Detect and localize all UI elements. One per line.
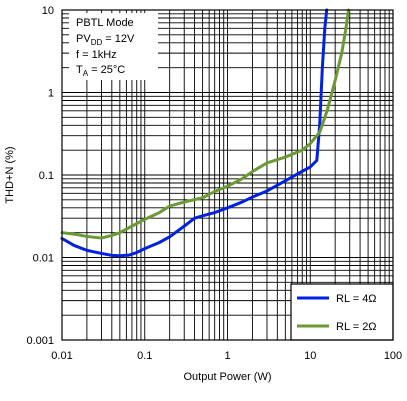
x-tick-label: 10	[304, 350, 316, 362]
axis-labels: 0.01 0.1 1 10 100 0.001 0.01 0.1 1 10 Output Power…	[4, 5, 402, 383]
temperature-subscript: A	[83, 69, 89, 78]
test-conditions-background	[69, 13, 158, 80]
series-line-rl-2-ohm	[60, 8, 351, 240]
y-tick-label: 0.01	[33, 253, 54, 265]
legend: RL = 4Ω RL = 2Ω	[290, 283, 394, 341]
plot-border	[61, 9, 394, 341]
y-tick-label: 0.001	[26, 335, 54, 347]
supply-voltage-label: PVDD = 12V	[76, 33, 135, 47]
legend-box	[290, 283, 394, 341]
mode-label: PBTL Mode	[76, 17, 134, 29]
series-line-rl-4-ohm	[60, 8, 329, 258]
temperature-symbol: T	[76, 64, 83, 76]
x-axis-title: Output Power (W)	[183, 371, 271, 383]
data-series	[60, 8, 351, 258]
x-tick-label: 1	[224, 350, 230, 362]
frequency-label: f = 1kHz	[76, 49, 117, 61]
y-tick-label: 1	[48, 88, 54, 100]
temperature-value: = 25°C	[88, 64, 125, 76]
x-tick-label: 0.1	[137, 350, 152, 362]
supply-symbol: PV	[76, 33, 91, 45]
y-tick-label: 0.1	[39, 170, 54, 182]
legend-label-rl-4-ohm: RL = 4Ω	[336, 293, 377, 305]
legend-label-rl-2-ohm: RL = 2Ω	[336, 321, 377, 333]
y-axis-title: THD+N (%)	[4, 146, 16, 203]
test-conditions-box: PBTL Mode PVDD = 12V f = 1kHz TA = 25°C	[69, 13, 158, 80]
supply-value: = 12V	[102, 33, 135, 45]
supply-subscript: DD	[91, 38, 103, 47]
y-tick-label: 10	[42, 5, 54, 17]
temperature-label: TA = 25°C	[76, 64, 125, 78]
x-tick-label: 100	[384, 350, 402, 362]
x-tick-label: 0.01	[51, 350, 72, 362]
